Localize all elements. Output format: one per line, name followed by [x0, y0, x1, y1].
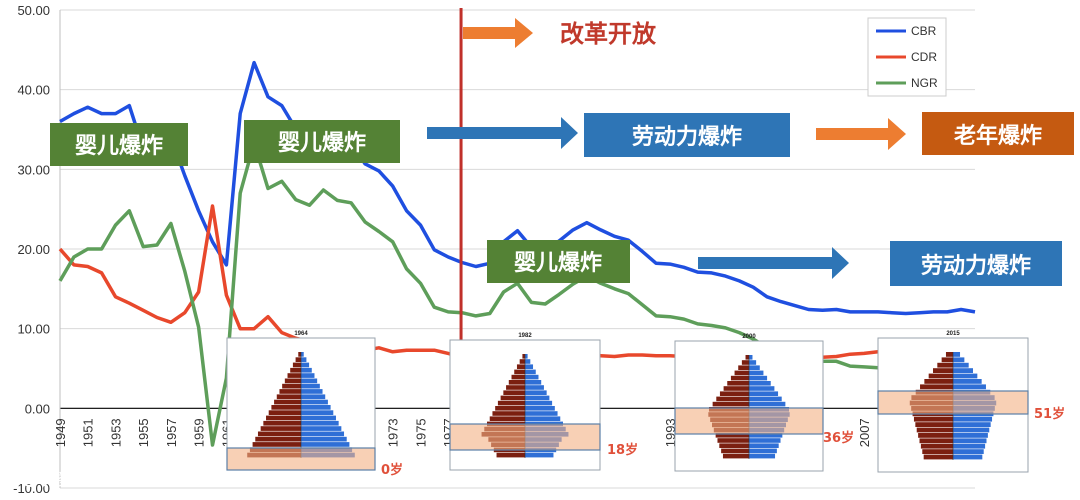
watermark-text: 大数跨境 — [42, 470, 106, 489]
x-tick-label: 1957 — [164, 418, 179, 447]
label-box-text: 劳动力爆炸 — [921, 253, 1031, 279]
reform-arrow — [463, 18, 533, 48]
pyramid-2015: 2015 — [877, 331, 1029, 473]
watermark: 大数跨境 — [6, 470, 106, 489]
cohort-highlight-band — [226, 447, 376, 471]
legend-label-cbr: CBR — [911, 24, 937, 38]
cohort-highlight-band — [877, 390, 1029, 415]
y-tick-label: 50.00 — [17, 3, 50, 18]
y-axis: -10.00 0.00 10.00 20.00 30.00 40.00 50.00 — [13, 3, 50, 496]
pyramid-age-label-2015: 51岁 — [1034, 406, 1065, 422]
label-box-baby-boom-1: 婴儿爆炸 — [50, 123, 188, 166]
reform-label: 改革开放 — [560, 20, 657, 48]
y-tick-label: 0.00 — [25, 401, 50, 416]
arrow-blue-1 — [427, 117, 578, 149]
label-box-baby-boom-2: 婴儿爆炸 — [244, 120, 400, 163]
label-box-text: 婴儿爆炸 — [278, 130, 366, 156]
x-tick-label: 1973 — [386, 418, 401, 447]
legend-label-cdr: CDR — [911, 50, 937, 64]
label-box-labor-boom-2: 劳动力爆炸 — [890, 241, 1062, 286]
y-tick-label: 20.00 — [17, 242, 50, 257]
arrow-orange-1 — [816, 118, 906, 150]
x-tick-label: 1959 — [192, 418, 207, 447]
pyramid-1964: 1964 — [226, 331, 376, 471]
series-line-cbr — [59, 60, 976, 316]
x-tick-label: 1949 — [53, 418, 68, 447]
x-tick-label: 2007 — [857, 418, 872, 447]
y-tick-label: 40.00 — [17, 83, 50, 98]
pyramid-title: 2000 — [742, 334, 756, 340]
cohort-highlight-band — [449, 423, 601, 451]
x-tick-label: 1951 — [81, 418, 96, 447]
pyramid-title: 2015 — [946, 331, 960, 337]
x-tick-label: 1993 — [663, 418, 678, 447]
label-box-text: 老年爆炸 — [953, 123, 1042, 149]
gridlines — [59, 9, 975, 489]
label-box-elderly-boom: 老年爆炸 — [922, 112, 1074, 155]
y-tick-label: 10.00 — [17, 322, 50, 337]
label-box-text: 婴儿爆炸 — [514, 250, 602, 276]
x-tick-label: 1975 — [413, 418, 428, 447]
legend-label-ngr: NGR — [911, 76, 938, 90]
label-box-text: 劳动力爆炸 — [632, 124, 742, 150]
label-box-labor-boom-1: 劳动力爆炸 — [584, 113, 790, 157]
y-tick-label: 30.00 — [17, 162, 50, 177]
population-pyramids: 1964 1982 2000 2015 — [226, 331, 1029, 473]
pyramid-title: 1964 — [294, 331, 308, 337]
cohort-highlight-band — [674, 407, 824, 435]
label-box-baby-boom-3: 婴儿爆炸 — [487, 240, 630, 283]
y-tick-label: -10.00 — [13, 481, 50, 496]
pyramid-age-label-1982: 18岁 — [607, 442, 638, 458]
pyramid-age-label-2000: 36岁 — [823, 430, 854, 446]
label-box-text: 婴儿爆炸 — [75, 133, 163, 159]
x-tick-label: 1955 — [136, 418, 151, 447]
legend: CBR CDR NGR — [867, 17, 947, 97]
pyramid-1982: 1982 — [449, 333, 601, 471]
arrow-blue-2 — [698, 247, 849, 279]
pyramid-title: 1982 — [518, 333, 532, 339]
pyramid-age-label-1964: 0岁 — [381, 462, 403, 478]
pyramid-2000: 2000 — [674, 334, 824, 472]
x-tick-label: 1953 — [108, 418, 123, 447]
